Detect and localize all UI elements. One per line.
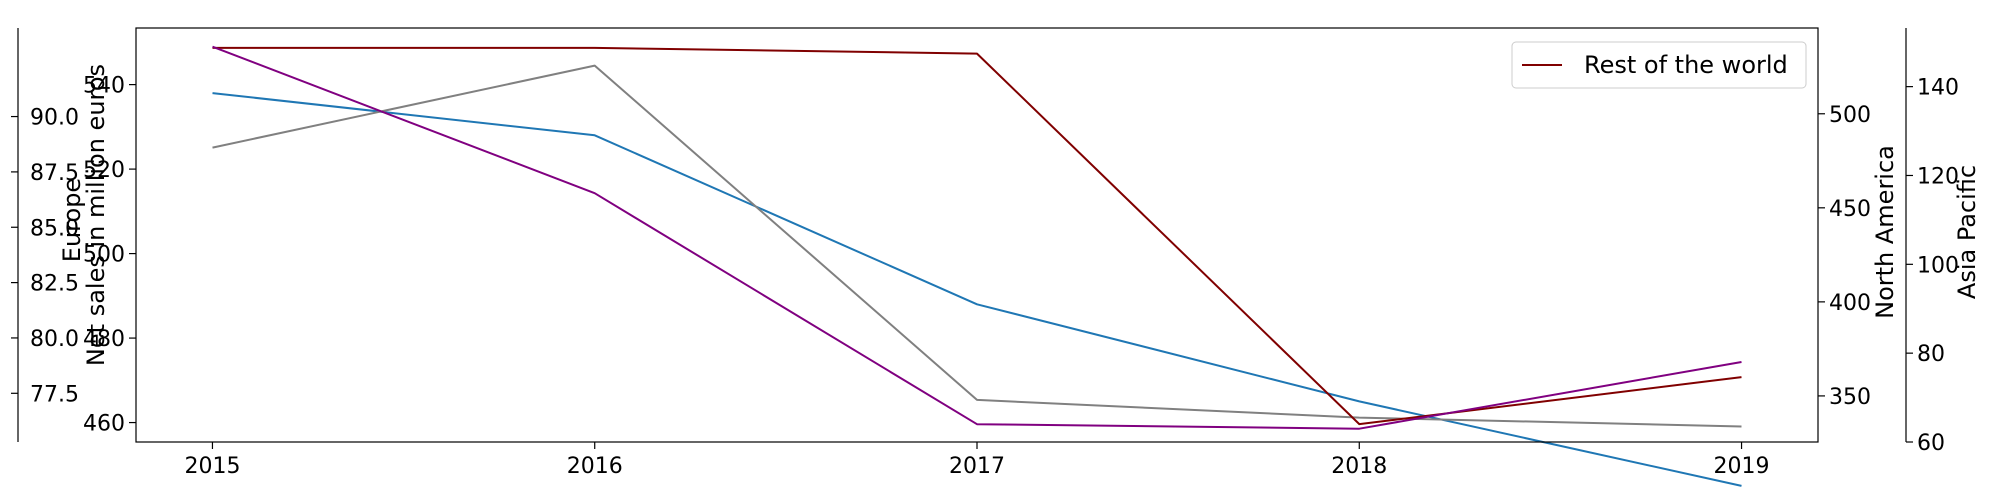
right_inner-axis-title: North America [1871, 145, 1899, 319]
left_outer-tick-label: 85.0 [30, 216, 79, 241]
plot-area-border [135, 27, 1819, 443]
legend: Rest of the world [1511, 41, 1807, 89]
legend-box [1511, 41, 1807, 89]
left_outer-tick-label: 87.5 [30, 161, 79, 186]
right_inner-tick-label: 350 [1829, 385, 1871, 410]
left_inner-tick-label: 540 [83, 74, 125, 99]
right_outer-tick-label: 100 [1917, 253, 1959, 278]
lines-layer [212, 45, 1742, 487]
series-line-right_outer [212, 45, 1742, 430]
series-line-left_inner [212, 92, 1742, 487]
left_inner-tick-label: 520 [83, 158, 125, 183]
left_outer-axis-title: Europe [58, 178, 86, 262]
left_inner-tick-label: 460 [83, 412, 125, 437]
legend-label: Rest of the world [1584, 51, 1788, 79]
left_outer-tick-label: 82.5 [30, 272, 79, 297]
right_outer-tick-label: 120 [1917, 164, 1959, 189]
left_inner-tick-label: 500 [83, 243, 125, 268]
axes-layer: 2015 2016 2017 2018 2019 77.5 80.0 82.5 85.0 87.5… [11, 28, 1981, 479]
right_outer-tick-label: 140 [1917, 76, 1959, 101]
x-tick-label-2018: 2018 [1331, 454, 1387, 479]
left_outer-tick-label: 77.5 [30, 382, 79, 407]
plot-frame [135, 27, 1819, 443]
right_outer-tick-label: 60 [1917, 431, 1945, 456]
right_outer-axis-title: Asia Pacific [1953, 165, 1981, 299]
series-line-rest-of-the-world [212, 46, 1742, 426]
x-tick-label-2017: 2017 [949, 454, 1005, 479]
x-tick-label-2019: 2019 [1714, 454, 1770, 479]
series-line-left_outer [212, 64, 1742, 428]
left_inner-tick-label: 480 [83, 327, 125, 352]
left_outer-tick-label: 90.0 [30, 106, 79, 131]
right_inner-tick-label: 400 [1829, 291, 1871, 316]
x-tick-label-2015: 2015 [184, 454, 240, 479]
left_outer-tick-label: 80.0 [30, 327, 79, 352]
right_inner-tick-label: 500 [1829, 103, 1871, 128]
x-tick-label-2016: 2016 [567, 454, 623, 479]
left_inner-axis-title: Net sales in million euros [82, 64, 110, 366]
right_inner-tick-label: 450 [1829, 197, 1871, 222]
right_outer-tick-label: 80 [1917, 342, 1945, 367]
